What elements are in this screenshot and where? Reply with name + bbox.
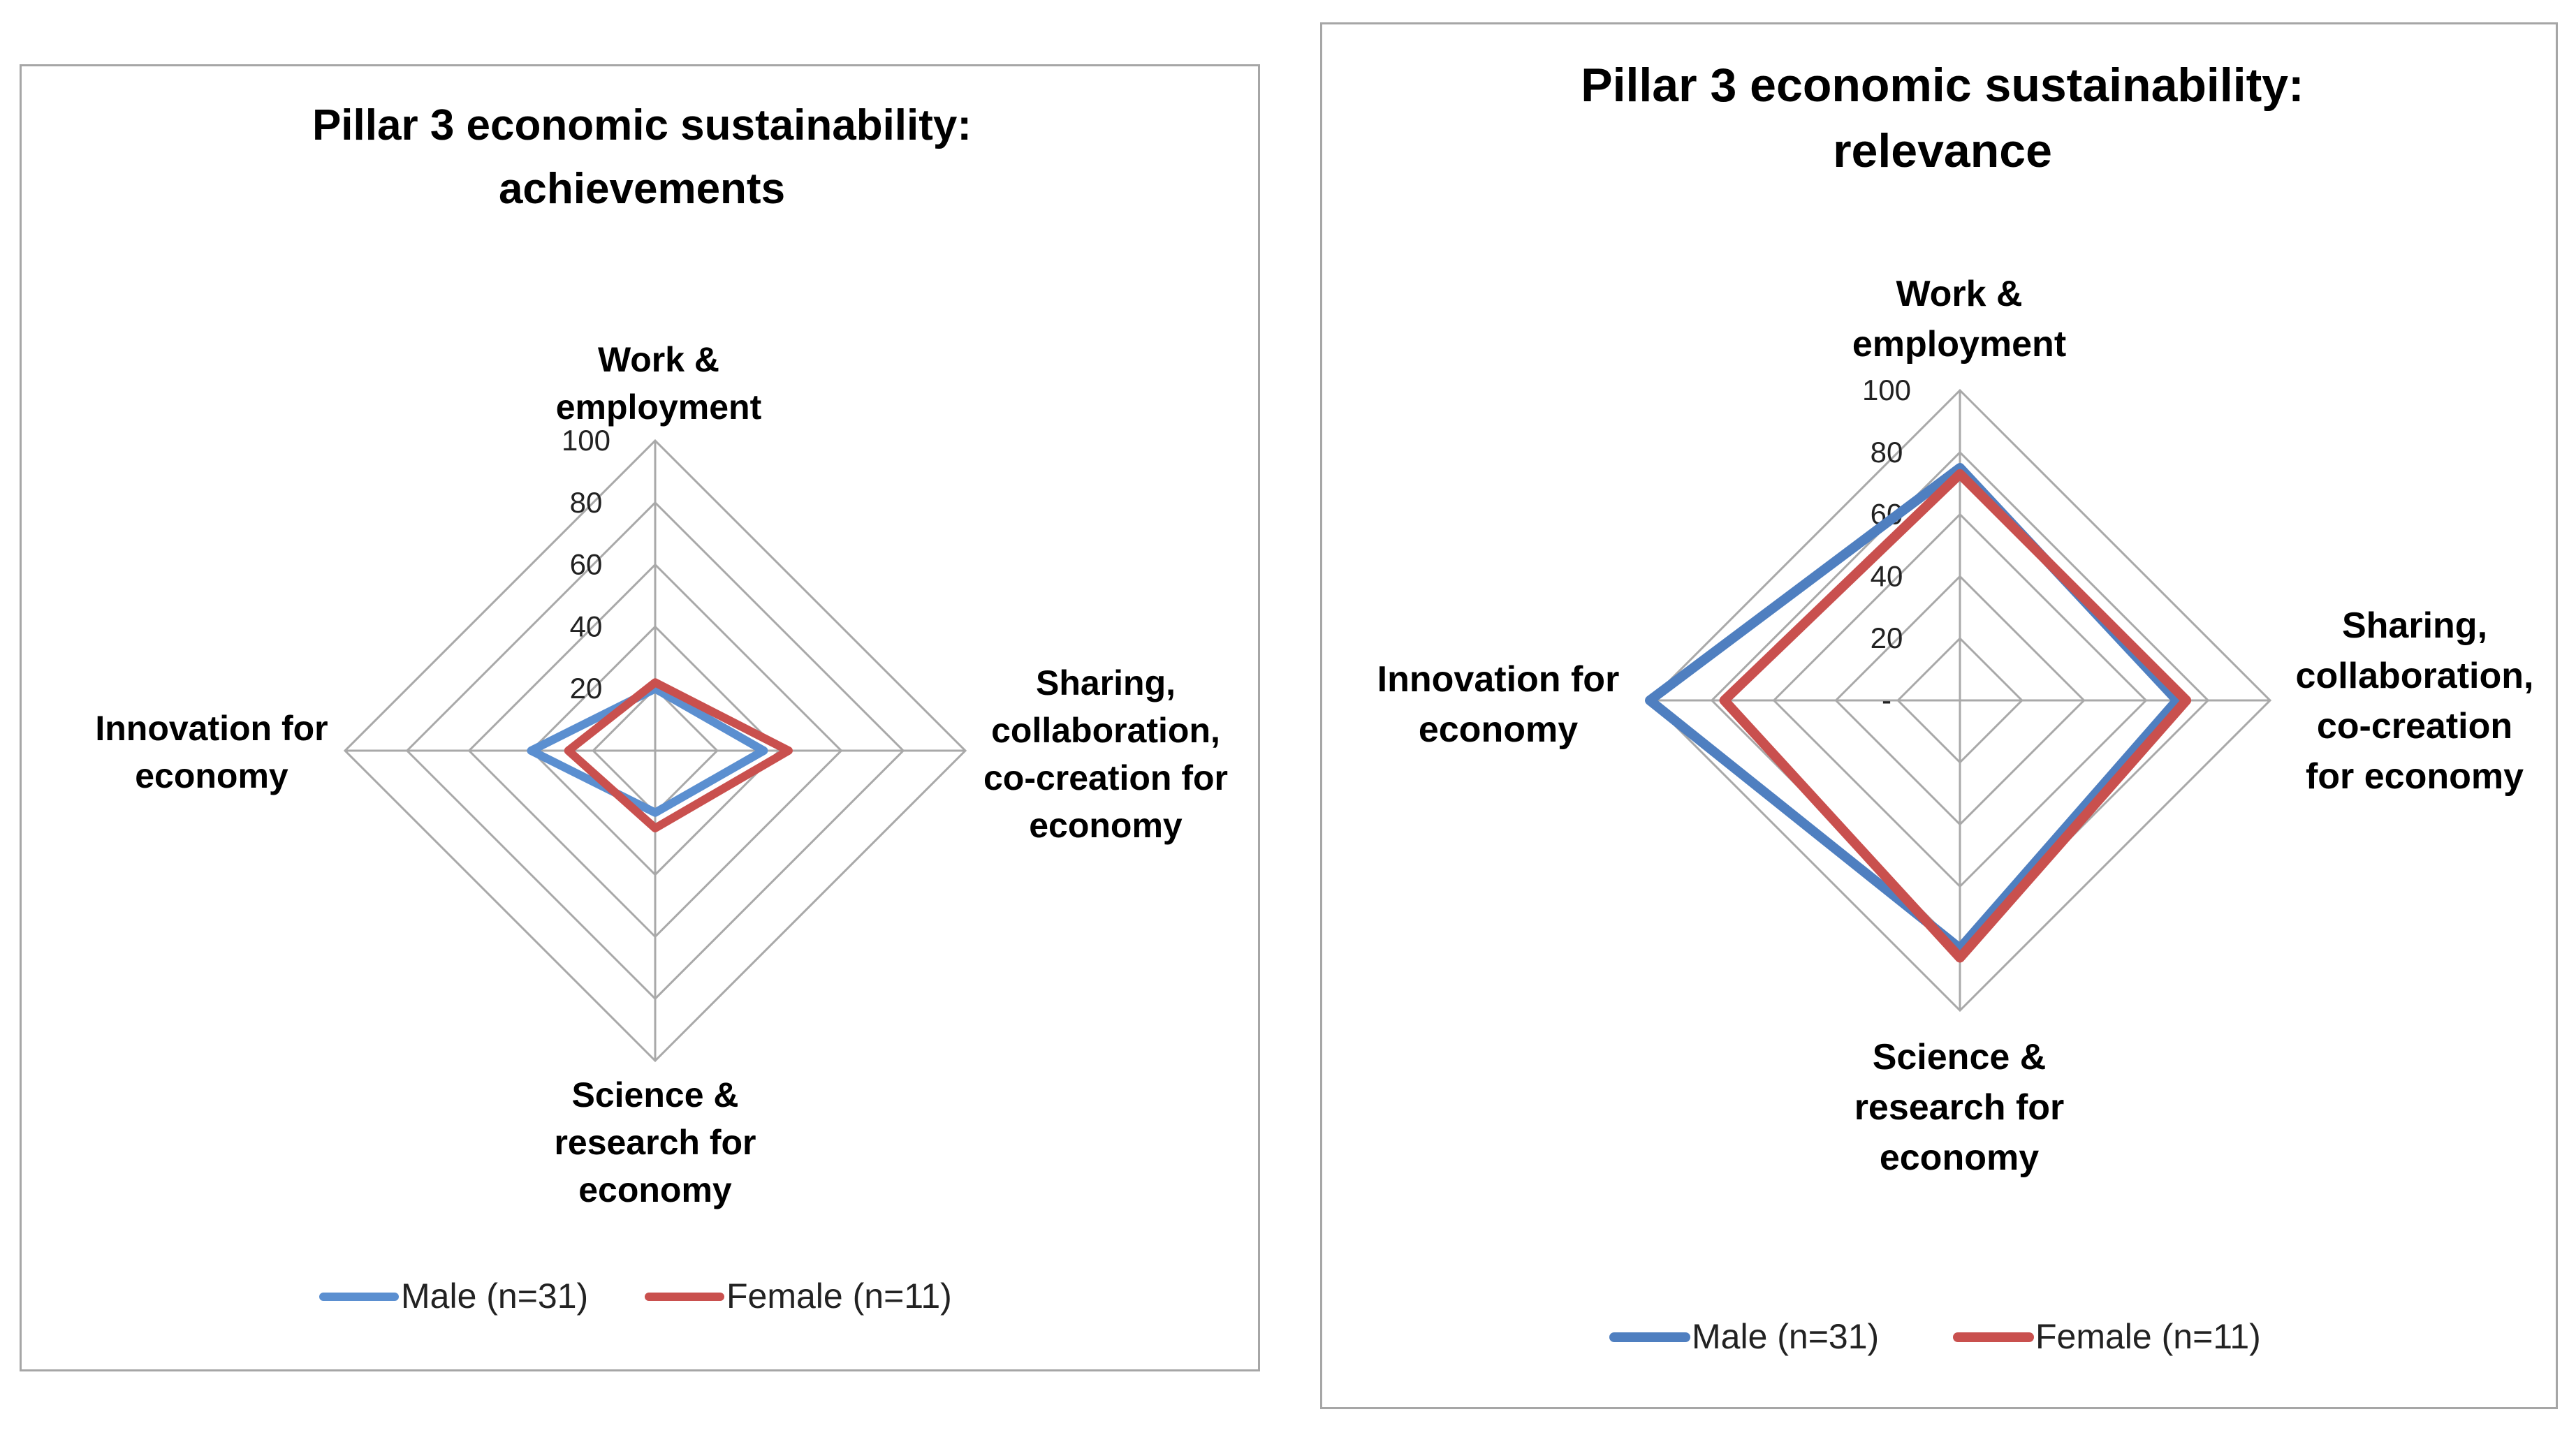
axis-label: co-creation for	[983, 758, 1228, 797]
tick-label: 60	[570, 548, 603, 581]
axis-label-group: Work & employment	[1852, 274, 2066, 365]
axis-label: Science &	[1873, 1037, 2047, 1077]
legend-label: Male (n=31)	[1692, 1317, 1879, 1356]
chart-panel-achievements: Pillar 3 economic sustainability: achieve…	[20, 64, 1260, 1371]
axis-label-group: Science & research for economy	[554, 1075, 756, 1209]
chart-title-line: Pillar 3 economic sustainability:	[312, 101, 972, 149]
axis-label: economy	[135, 756, 288, 795]
tick-label: 80	[1871, 436, 1903, 469]
axis-label: economy	[578, 1170, 732, 1209]
tick-label: 40	[570, 610, 603, 642]
axis-label: Innovation for	[1377, 659, 1620, 700]
axis-label-group: Innovation for economy	[95, 709, 328, 795]
series-line-female	[1719, 469, 2192, 963]
axis-label: economy	[1880, 1138, 2039, 1178]
axis-label: employment	[1852, 324, 2066, 365]
chart-title-line: relevance	[1833, 124, 2052, 177]
axis-label: Sharing,	[2342, 605, 2487, 646]
tick-label: 20	[570, 672, 603, 705]
axis-label: Work &	[1896, 274, 2022, 314]
axis-label: Sharing,	[1036, 663, 1176, 702]
radar-chart-achievements: Pillar 3 economic sustainability: achieve…	[95, 101, 1228, 1316]
tick-label: 40	[1871, 559, 1903, 592]
axis-label: collaboration,	[2296, 656, 2534, 696]
radar-chart-relevance: Pillar 3 economic sustainability: relevan…	[1377, 59, 2534, 1356]
axis-label: collaboration,	[991, 711, 1220, 750]
axis-label-group: Science & research for economy	[1854, 1037, 2065, 1178]
legend-label: Female (n=11)	[726, 1276, 952, 1316]
tick-label: 20	[1871, 621, 1903, 654]
axis-label: research for	[1854, 1087, 2065, 1128]
axis-label: economy	[1029, 806, 1183, 845]
axis-label: for economy	[2306, 756, 2524, 797]
axis-label-group: Sharing, collaboration, co-creation for eco…	[983, 663, 1228, 845]
chart-title-line: achievements	[499, 165, 785, 213]
axis-label-group: Work & employment	[556, 340, 762, 427]
series-line-male	[527, 684, 768, 817]
axis-label-group: Innovation for economy	[1377, 659, 1620, 750]
chart-panel-relevance: Pillar 3 economic sustainability: relevan…	[1320, 22, 2558, 1409]
axis-label: Work &	[598, 340, 719, 379]
axis-label: employment	[556, 388, 762, 427]
legend-label: Female (n=11)	[2035, 1317, 2261, 1356]
legend-label: Male (n=31)	[401, 1276, 588, 1316]
axis-label: Innovation for	[95, 709, 328, 748]
tick-label: 80	[570, 486, 603, 519]
tick-label: 100	[1862, 374, 1911, 406]
axis-label: research for	[554, 1123, 756, 1162]
axis-label: co-creation	[2317, 706, 2512, 746]
chart-title-line: Pillar 3 economic sustainability:	[1581, 59, 2304, 112]
tick-label: -	[1882, 684, 1891, 716]
axis-label: economy	[1419, 709, 1578, 750]
tick-label: 100	[562, 424, 610, 457]
series-line-female	[564, 678, 793, 832]
axis-label-group: Sharing, collaboration, co-creation for eco…	[2296, 605, 2534, 797]
axis-label: Science &	[571, 1075, 738, 1114]
